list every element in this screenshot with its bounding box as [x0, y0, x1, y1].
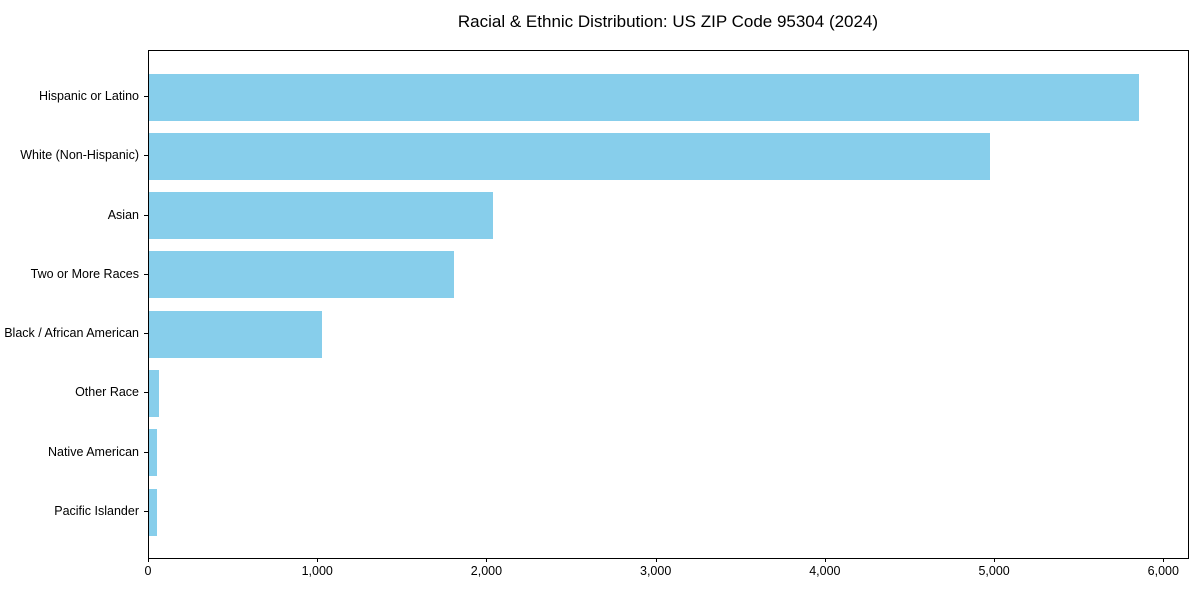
bar-other-race — [149, 369, 160, 417]
x-tick-mark — [655, 558, 657, 562]
bar-asian — [149, 192, 493, 240]
y-tick-mark — [144, 155, 148, 157]
y-tick-mark — [144, 273, 148, 275]
bar-two-or-more-races — [149, 251, 454, 299]
bar-white-non-hispanic — [149, 132, 990, 180]
y-tick-mark — [144, 392, 148, 394]
x-tick-mark — [994, 558, 996, 562]
x-tick-mark — [148, 558, 149, 562]
y-tick-label: Hispanic or Latino — [38, 89, 139, 103]
y-tick-label: White (Non-Hispanic) — [20, 148, 139, 163]
x-tick-mark — [317, 558, 319, 562]
bar-hispanic-or-latino — [149, 73, 1139, 121]
y-tick-mark — [144, 451, 148, 453]
x-tick-label: 0 — [144, 564, 152, 578]
x-tick-label: 1,000 — [301, 564, 333, 578]
bar-pacific-islander — [149, 488, 157, 536]
x-tick-label: 5,000 — [978, 564, 1010, 578]
x-tick-mark — [486, 558, 488, 562]
bar-native-american — [149, 429, 158, 477]
x-tick-label: 2,000 — [470, 564, 503, 578]
plot-area — [148, 50, 1189, 559]
y-tick-label: Black / African American — [4, 326, 139, 341]
y-tick-label: Asian — [107, 207, 139, 222]
y-tick-label: Two or More Races — [30, 266, 139, 281]
y-tick-label: Pacific Islander — [54, 504, 139, 518]
y-tick-mark — [144, 333, 148, 335]
y-tick-mark — [144, 511, 148, 512]
x-tick-label: 3,000 — [640, 564, 672, 578]
y-tick-mark — [144, 214, 148, 216]
x-tick-label: 6,000 — [1147, 564, 1179, 578]
bar-black-african-american — [149, 310, 322, 358]
y-tick-mark — [144, 96, 148, 97]
chart-title: Racial & Ethnic Distribution: US ZIP Cod… — [457, 12, 879, 31]
x-tick-label: 4,000 — [809, 564, 841, 578]
y-tick-label: Native American — [47, 444, 139, 459]
x-tick-mark — [1163, 558, 1165, 562]
y-tick-label: Other Race — [75, 385, 139, 400]
x-tick-mark — [824, 558, 826, 562]
